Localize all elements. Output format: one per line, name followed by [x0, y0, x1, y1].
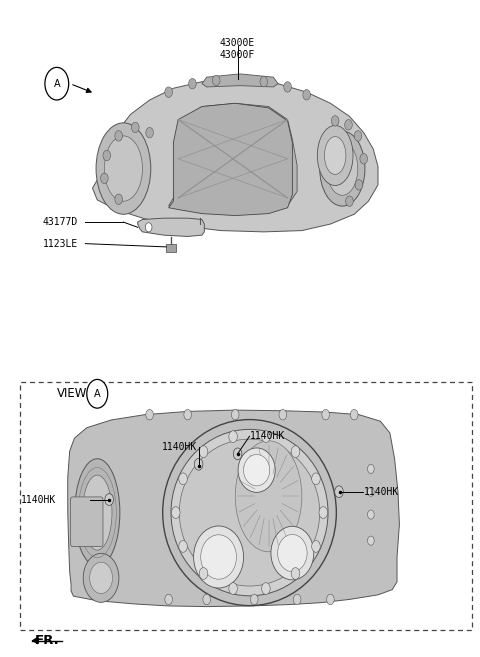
- Ellipse shape: [327, 142, 358, 195]
- Circle shape: [199, 568, 208, 579]
- Circle shape: [284, 81, 291, 92]
- Text: 1140HK: 1140HK: [364, 487, 399, 497]
- Text: 1123LE: 1123LE: [43, 238, 78, 248]
- Circle shape: [179, 473, 187, 485]
- Circle shape: [45, 68, 69, 100]
- Circle shape: [355, 179, 363, 190]
- Circle shape: [326, 594, 334, 604]
- Circle shape: [165, 87, 172, 97]
- Text: 1140HK: 1140HK: [21, 495, 56, 505]
- Circle shape: [262, 431, 270, 443]
- Circle shape: [145, 223, 152, 232]
- Polygon shape: [168, 103, 292, 215]
- Circle shape: [103, 150, 110, 161]
- Circle shape: [346, 196, 353, 206]
- Circle shape: [312, 541, 320, 553]
- Circle shape: [345, 120, 352, 130]
- Circle shape: [115, 194, 122, 204]
- Circle shape: [105, 493, 113, 505]
- Ellipse shape: [163, 420, 336, 606]
- Circle shape: [229, 583, 238, 595]
- Circle shape: [312, 473, 320, 485]
- Bar: [166, 244, 176, 252]
- Circle shape: [101, 173, 108, 183]
- Polygon shape: [168, 103, 297, 214]
- Circle shape: [368, 464, 374, 474]
- Text: 43177D: 43177D: [43, 217, 78, 227]
- Circle shape: [260, 76, 267, 87]
- Circle shape: [179, 541, 187, 553]
- Ellipse shape: [277, 534, 307, 572]
- Text: VIEW: VIEW: [57, 387, 87, 400]
- Circle shape: [354, 131, 362, 141]
- Circle shape: [115, 131, 122, 141]
- Ellipse shape: [324, 137, 346, 174]
- Circle shape: [335, 486, 343, 497]
- Circle shape: [291, 568, 300, 579]
- Text: 1140HK: 1140HK: [250, 431, 285, 442]
- Circle shape: [165, 594, 172, 604]
- Circle shape: [291, 446, 300, 457]
- Circle shape: [229, 431, 238, 443]
- Circle shape: [184, 409, 192, 420]
- FancyBboxPatch shape: [20, 382, 472, 630]
- Ellipse shape: [90, 562, 112, 593]
- Circle shape: [231, 409, 239, 420]
- Ellipse shape: [238, 448, 275, 492]
- Ellipse shape: [180, 439, 320, 586]
- Polygon shape: [202, 74, 278, 87]
- Circle shape: [146, 127, 154, 138]
- Circle shape: [279, 409, 287, 420]
- Circle shape: [203, 594, 211, 604]
- Ellipse shape: [193, 526, 243, 588]
- Circle shape: [132, 122, 139, 133]
- Text: 1140HK: 1140HK: [161, 442, 197, 452]
- Circle shape: [233, 448, 242, 460]
- Ellipse shape: [83, 475, 112, 550]
- Ellipse shape: [83, 553, 119, 602]
- Text: A: A: [53, 79, 60, 89]
- FancyArrowPatch shape: [34, 638, 59, 643]
- Circle shape: [146, 409, 154, 420]
- Ellipse shape: [320, 131, 365, 206]
- Circle shape: [368, 536, 374, 545]
- Circle shape: [303, 89, 311, 100]
- Polygon shape: [68, 410, 399, 606]
- Ellipse shape: [235, 441, 302, 552]
- Ellipse shape: [201, 535, 237, 579]
- Circle shape: [368, 487, 374, 496]
- Polygon shape: [138, 218, 204, 237]
- Circle shape: [199, 446, 208, 457]
- Text: A: A: [94, 389, 101, 399]
- Circle shape: [360, 154, 368, 164]
- Text: 43000E
43000F: 43000E 43000F: [220, 38, 255, 60]
- Circle shape: [319, 507, 327, 518]
- Ellipse shape: [243, 455, 270, 486]
- Circle shape: [368, 510, 374, 519]
- Circle shape: [262, 583, 270, 595]
- Circle shape: [213, 75, 220, 85]
- Ellipse shape: [317, 125, 353, 185]
- Ellipse shape: [96, 123, 151, 214]
- Circle shape: [171, 507, 180, 518]
- Ellipse shape: [171, 430, 328, 596]
- Circle shape: [87, 380, 108, 408]
- Circle shape: [322, 409, 329, 420]
- Circle shape: [293, 594, 301, 604]
- Circle shape: [251, 594, 258, 604]
- Ellipse shape: [271, 526, 314, 580]
- Circle shape: [194, 459, 203, 470]
- Polygon shape: [32, 637, 38, 645]
- Circle shape: [350, 409, 358, 420]
- Ellipse shape: [104, 136, 143, 201]
- Text: FR.: FR.: [35, 634, 59, 647]
- Polygon shape: [93, 79, 378, 232]
- Circle shape: [189, 78, 196, 89]
- Ellipse shape: [75, 459, 120, 566]
- Circle shape: [331, 116, 339, 126]
- FancyBboxPatch shape: [71, 497, 103, 547]
